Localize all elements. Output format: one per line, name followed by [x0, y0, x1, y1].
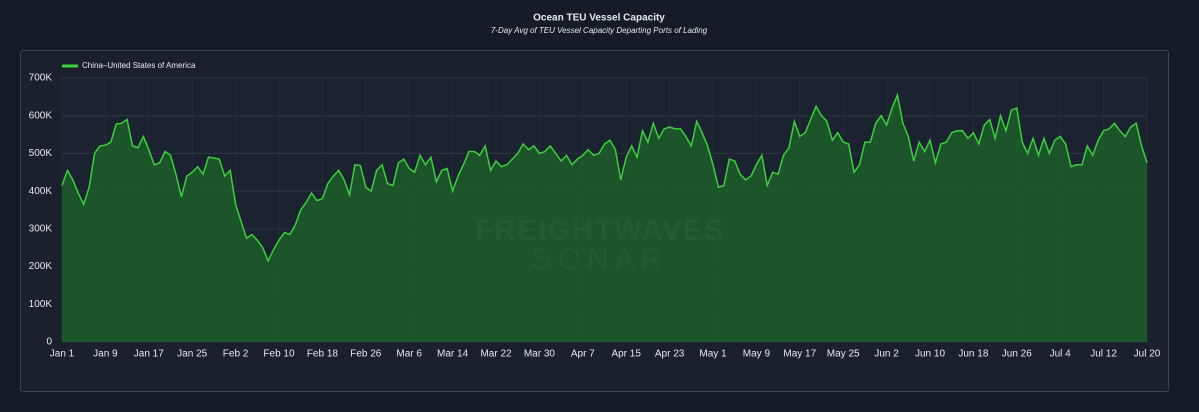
- x-tick-label: Apr 15: [611, 349, 641, 360]
- area: [62, 94, 1147, 342]
- x-tick-label: Mar 30: [524, 349, 556, 360]
- x-tick-label: Jun 18: [958, 349, 988, 360]
- x-tick-label: Apr 23: [655, 349, 685, 360]
- x-tick-label: Feb 2: [223, 349, 249, 360]
- y-tick-label: 100K: [29, 299, 53, 310]
- y-tick-label: 0: [46, 337, 52, 348]
- chart-title: Ocean TEU Vessel Capacity: [533, 13, 665, 24]
- y-tick-label: 300K: [29, 223, 53, 234]
- x-tick-label: Mar 14: [437, 349, 469, 360]
- x-tick-label: May 9: [743, 349, 771, 360]
- x-tick-label: Jul 12: [1090, 349, 1117, 360]
- x-tick-label: Jan 1: [50, 349, 75, 360]
- x-tick-label: Jun 26: [1002, 349, 1032, 360]
- x-tick-label: Feb 26: [350, 349, 382, 360]
- y-tick-label: 700K: [29, 73, 53, 84]
- y-tick-label: 600K: [29, 110, 53, 121]
- line: [61, 92, 1148, 263]
- x-tick-label: May 17: [783, 349, 816, 360]
- x-tick-label: Mar 22: [480, 349, 512, 360]
- y-tick-label: 500K: [29, 148, 53, 159]
- x-tick-label: May 1: [699, 349, 727, 360]
- x-tick-label: Jan 25: [177, 349, 207, 360]
- x-tick-label: Feb 10: [263, 349, 295, 360]
- x-tick-label: Jul 20: [1134, 349, 1161, 360]
- x-tick-label: Apr 7: [571, 349, 595, 360]
- x-tick-label: Jul 4: [1050, 349, 1072, 360]
- x-tick-label: Jun 10: [915, 349, 945, 360]
- x-tick-label: Mar 6: [396, 349, 422, 360]
- legend-label: China–United States of America: [82, 61, 196, 70]
- x-tick-label: Jan 9: [93, 349, 118, 360]
- y-tick-label: 200K: [29, 261, 53, 272]
- y-tick-label: 400K: [29, 186, 53, 197]
- x-tick-label: Jan 17: [134, 349, 164, 360]
- x-tick-label: Feb 18: [307, 349, 339, 360]
- x-tick-label: May 25: [827, 349, 860, 360]
- x-tick-label: Jun 2: [874, 349, 899, 360]
- chart-subtitle: 7-Day Avg of TEU Vessel Capacity Departi…: [491, 26, 708, 35]
